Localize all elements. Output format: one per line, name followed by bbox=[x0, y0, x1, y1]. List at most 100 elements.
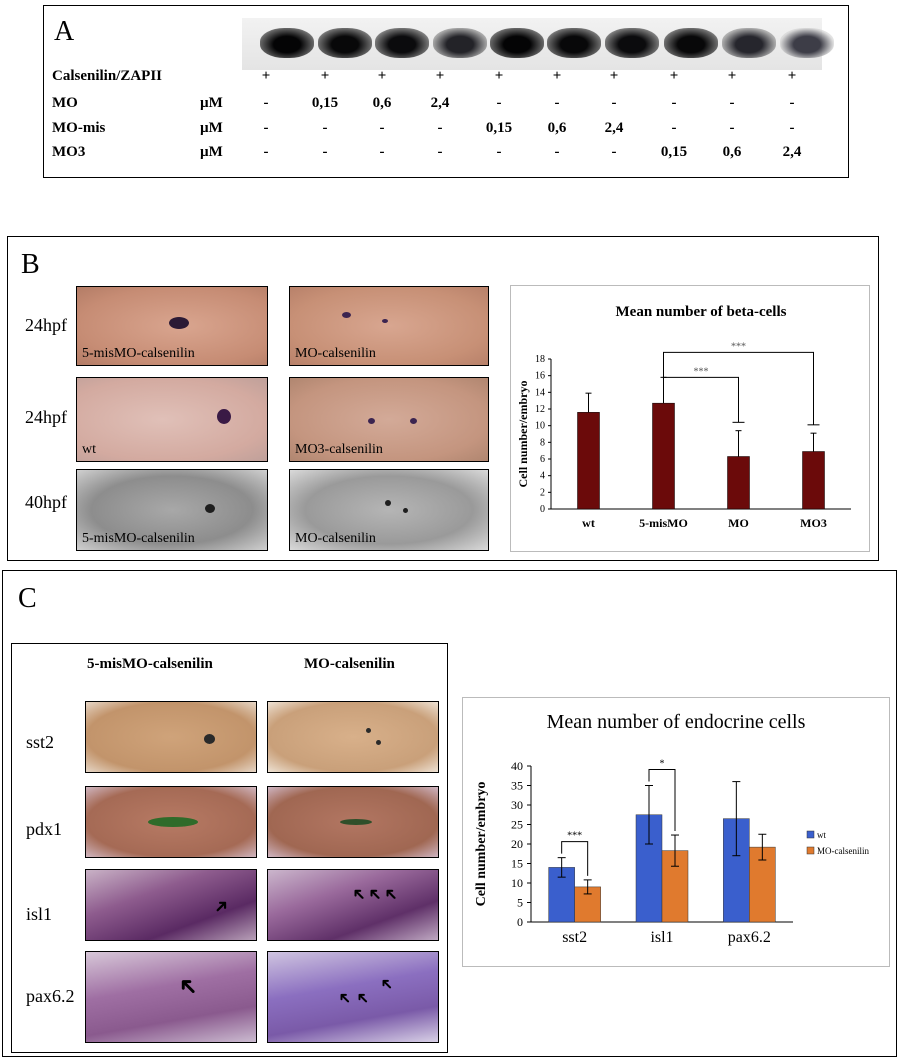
embryo-image: ➜ bbox=[85, 951, 257, 1043]
stain-spot bbox=[217, 409, 231, 424]
chart-title: Mean number of beta-cells bbox=[616, 304, 787, 320]
stain-spot bbox=[148, 817, 198, 827]
embryo-image: 5-misMO-calsenilin bbox=[76, 469, 268, 551]
gene-label: pax6.2 bbox=[26, 986, 75, 1006]
gene-label: pdx1 bbox=[26, 819, 62, 839]
table-cell: - bbox=[437, 120, 443, 136]
table-cell: - bbox=[729, 95, 735, 111]
stain-spot bbox=[342, 312, 351, 318]
table-cell: - bbox=[671, 120, 677, 136]
table-cell: - bbox=[263, 144, 269, 160]
stain-spot bbox=[376, 740, 381, 745]
stain-spot bbox=[410, 418, 417, 424]
stain-spot bbox=[382, 319, 388, 323]
embryo-image: ➜ bbox=[85, 869, 257, 941]
table-cell: - bbox=[789, 95, 795, 111]
significance-bracket bbox=[648, 769, 676, 832]
beta-cells-svg: Mean number of beta-cells Cell number/emb… bbox=[516, 304, 851, 530]
y-tick-label: 35 bbox=[511, 779, 523, 793]
significance-bracket bbox=[561, 841, 589, 876]
x-tick-label: MO3 bbox=[800, 516, 827, 530]
embryo-image bbox=[267, 786, 439, 858]
y-axis-label: Cell number/embryo bbox=[474, 782, 489, 907]
image-caption: MO-calsenilin bbox=[295, 531, 376, 546]
blot-band bbox=[260, 28, 314, 58]
y-tick-label: 0 bbox=[540, 504, 545, 515]
column-header: MO-calsenilin bbox=[304, 656, 395, 672]
table-cell: + bbox=[669, 68, 679, 84]
y-tick-label: 20 bbox=[511, 837, 523, 851]
image-caption: wt bbox=[82, 442, 96, 457]
y-tick-label: 14 bbox=[535, 387, 545, 398]
blot-band bbox=[547, 28, 601, 58]
image-caption: 5-misMO-calsenilin bbox=[82, 531, 195, 546]
table-cell: - bbox=[322, 144, 328, 160]
arrow-icon: ➜ bbox=[379, 882, 403, 907]
table-cell: - bbox=[496, 95, 502, 111]
gene-label: isl1 bbox=[26, 904, 53, 924]
panel-a-label: A bbox=[54, 16, 75, 47]
panel-b: B 24hpf 24hpf 40hpf 5-misMO-calsenilin M… bbox=[7, 236, 879, 561]
y-tick-label: 30 bbox=[511, 798, 523, 812]
table-cell: - bbox=[379, 120, 385, 136]
table-cell: 0,15 bbox=[311, 95, 339, 111]
table-cell: 0,6 bbox=[547, 120, 567, 136]
embryo-image: ➜ ➜ ➜ bbox=[267, 951, 439, 1043]
stain-spot bbox=[366, 728, 371, 733]
table-cell: + bbox=[261, 68, 271, 84]
stain-spot bbox=[403, 508, 408, 513]
y-tick-label: 15 bbox=[511, 857, 523, 871]
row-unit: µM bbox=[200, 144, 223, 160]
western-blot bbox=[242, 18, 834, 70]
in-situ-grid: 5-misMO-calsenilin MO-calsenilin sst2 pd… bbox=[11, 643, 448, 1053]
timepoint-label: 24hpf bbox=[25, 315, 67, 335]
endocrine-cells-chart: Mean number of endocrine cells Cell numbe… bbox=[462, 697, 890, 967]
table-cell: - bbox=[729, 120, 735, 136]
bar bbox=[577, 412, 600, 510]
significance-bracket bbox=[663, 351, 814, 425]
y-tick-label: 12 bbox=[535, 404, 545, 415]
table-cell: - bbox=[554, 144, 560, 160]
timepoint-label: 40hpf bbox=[25, 492, 67, 512]
table-cell: - bbox=[554, 95, 560, 111]
blot-band bbox=[318, 28, 372, 58]
table-cell: 0,6 bbox=[372, 95, 392, 111]
y-tick-label: 4 bbox=[540, 471, 545, 482]
y-tick-label: 18 bbox=[535, 354, 545, 365]
stain-spot bbox=[204, 734, 215, 744]
embryo-image: MO-calsenilin bbox=[289, 469, 489, 551]
bar bbox=[802, 451, 825, 510]
stain-spot bbox=[340, 819, 372, 825]
table-cell: + bbox=[377, 68, 387, 84]
table-cell: 0,6 bbox=[722, 144, 742, 160]
y-tick-label: 6 bbox=[540, 454, 545, 465]
embryo-image: 5-misMO-calsenilin bbox=[76, 286, 268, 366]
table-cell: 0,15 bbox=[485, 120, 513, 136]
table-cell: - bbox=[263, 95, 269, 111]
table-cell: 2,4 bbox=[430, 95, 450, 111]
beta-cells-chart: Mean number of beta-cells Cell number/emb… bbox=[510, 285, 870, 552]
y-tick-label: 16 bbox=[535, 371, 545, 382]
endocrine-cells-svg: Mean number of endocrine cells Cell numbe… bbox=[474, 711, 869, 946]
blot-band bbox=[490, 28, 544, 58]
y-tick-label: 10 bbox=[535, 421, 545, 432]
table-cell: + bbox=[494, 68, 504, 84]
y-tick-label: 10 bbox=[511, 876, 523, 890]
table-cell: 2,4 bbox=[782, 144, 802, 160]
table-cell: + bbox=[435, 68, 445, 84]
significance-label: *** bbox=[731, 341, 746, 352]
table-cell: 2,4 bbox=[604, 120, 624, 136]
x-tick-label: pax6.2 bbox=[728, 929, 771, 946]
arrow-icon: ➜ bbox=[352, 986, 374, 1009]
arrow-icon: ➜ bbox=[208, 893, 234, 919]
table-cell: + bbox=[320, 68, 330, 84]
arrow-icon: ➜ bbox=[376, 972, 398, 995]
embryo-image: MO3-calsenilin bbox=[289, 377, 489, 462]
x-tick-label: wt bbox=[582, 516, 595, 530]
column-header: 5-misMO-calsenilin bbox=[87, 656, 213, 672]
panel-b-label: B bbox=[21, 249, 40, 280]
row-unit: µM bbox=[200, 120, 223, 136]
x-tick-label: 5-misMO bbox=[639, 516, 688, 530]
panel-a: A Calsenilin/ZAPII + + + + + + + + + + MO µM - 0,15 0,6… bbox=[43, 5, 849, 178]
panel-c-label: C bbox=[18, 583, 37, 614]
